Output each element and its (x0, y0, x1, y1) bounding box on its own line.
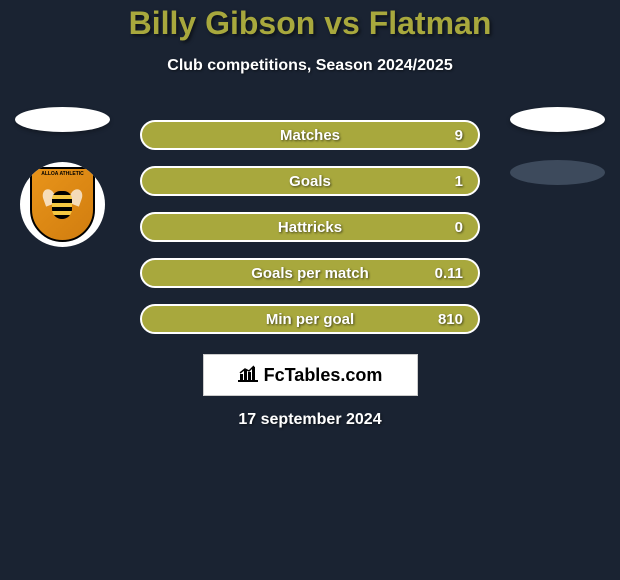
player-right-badge (510, 107, 605, 132)
player-left-badge (15, 107, 110, 132)
stat-row-min-per-goal: Min per goal 810 (0, 304, 620, 334)
chart-icon (238, 364, 258, 387)
stat-value: 1 (455, 173, 463, 190)
stat-bar: Goals 1 (140, 166, 480, 196)
stat-label: Hattricks (278, 219, 342, 236)
subtitle: Club competitions, Season 2024/2025 (0, 57, 620, 75)
stat-bar: Hattricks 0 (140, 212, 480, 242)
stat-bar: Goals per match 0.11 (140, 258, 480, 288)
stat-label: Goals per match (251, 265, 369, 282)
brand-name: FcTables.com (264, 365, 383, 386)
ellipse-placeholder-right-1 (510, 107, 605, 132)
stats-comparison-area: ALLOA ATHLETIC Matches 9 Goals 1 Hat (0, 120, 620, 334)
stat-value: 0.11 (435, 265, 463, 282)
ellipse-placeholder-right-2 (510, 160, 605, 185)
stat-value: 0 (455, 219, 463, 236)
stat-label: Min per goal (266, 311, 354, 328)
club-crest-icon: ALLOA ATHLETIC (30, 167, 95, 242)
page-title: Billy Gibson vs Flatman (0, 5, 620, 42)
date-text: 17 september 2024 (0, 411, 620, 429)
footer-brand-logo: FcTables.com (203, 354, 418, 396)
stat-row-goals-per-match: Goals per match 0.11 (0, 258, 620, 288)
club-badge-text: ALLOA ATHLETIC (32, 171, 93, 177)
brand-text: FcTables.com (238, 364, 383, 387)
club-badge-left: ALLOA ATHLETIC (20, 162, 105, 247)
stat-bar: Matches 9 (140, 120, 480, 150)
ellipse-placeholder-left (15, 107, 110, 132)
wasp-icon (45, 187, 80, 222)
stat-label: Goals (289, 173, 331, 190)
stat-bar: Min per goal 810 (140, 304, 480, 334)
stat-value: 810 (438, 311, 463, 328)
stat-value: 9 (455, 127, 463, 144)
stat-label: Matches (280, 127, 340, 144)
